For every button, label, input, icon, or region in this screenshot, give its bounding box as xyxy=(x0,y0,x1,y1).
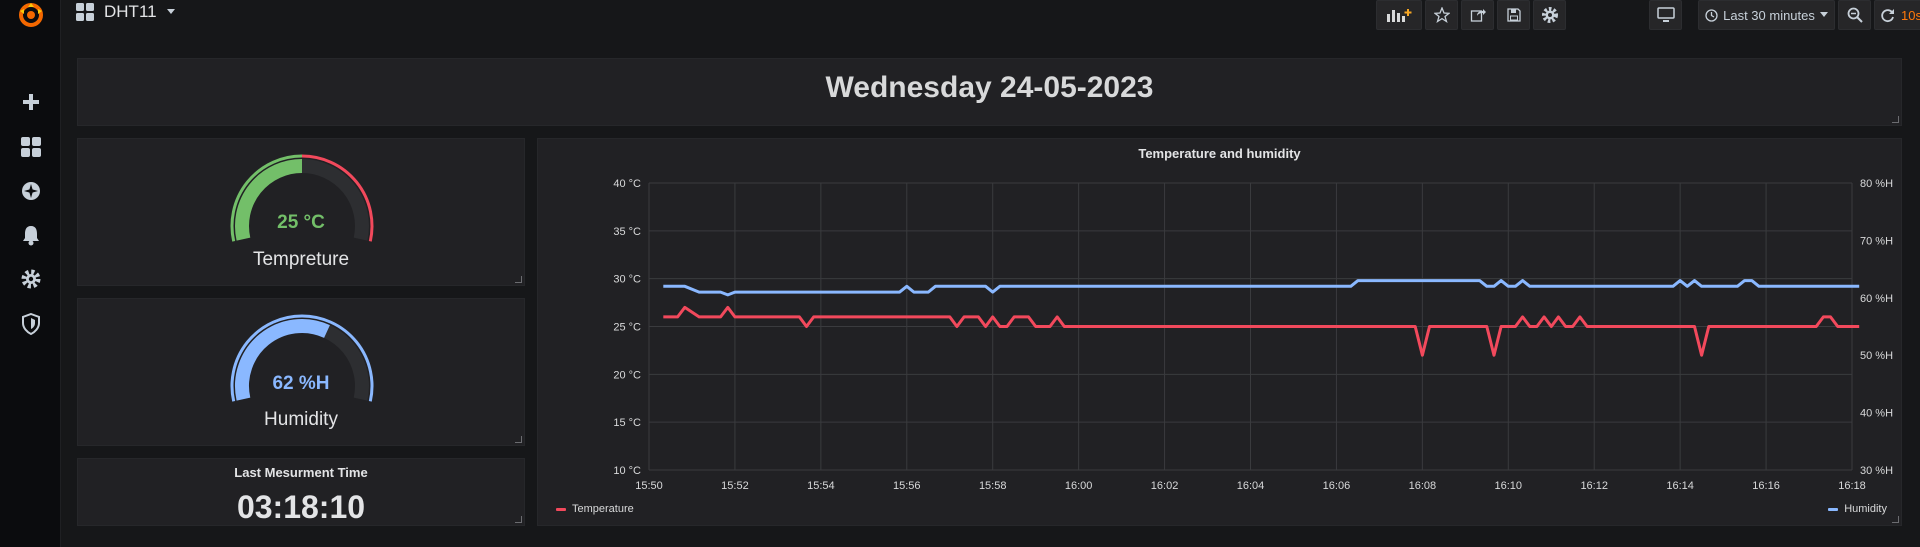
gauge-fill xyxy=(235,319,330,401)
temperature-gauge xyxy=(230,154,374,242)
caret-down-icon xyxy=(1819,12,1828,17)
chart-axes: 10 °C 15 °C 20 °C 25 °C 30 °C 35 °C 40 °C 30 %H… xyxy=(613,178,1893,492)
humidity-gauge-panel: 62 %H Humidity xyxy=(77,298,525,446)
y-left-tick-label: 40 °C xyxy=(613,178,641,190)
panel-title: Last Mesurment Time xyxy=(234,465,368,480)
series-line-temperature xyxy=(663,305,1860,357)
temperature-humidity-chart-panel: Temperature and humidity 10 °C 15 °C 20 °C… xyxy=(537,138,1902,526)
humidity-value: 62 %H xyxy=(272,373,330,394)
share-icon xyxy=(1470,9,1486,22)
x-tick-label: 15:58 xyxy=(979,480,1007,492)
time-range-picker[interactable]: Last 30 minutes xyxy=(1698,0,1835,30)
panel-resize-handle[interactable] xyxy=(1892,516,1899,523)
legend-swatch-temperature xyxy=(556,507,566,511)
chart-series xyxy=(663,279,1860,357)
explore-icon[interactable] xyxy=(18,178,44,204)
humidity-gauge xyxy=(230,314,374,402)
x-tick-label: 16:16 xyxy=(1752,480,1780,492)
zoom-out-button[interactable] xyxy=(1838,0,1871,30)
date-panel: Wednesday 24-05-2023 xyxy=(77,58,1902,126)
y-right-tick-label: 30 %H xyxy=(1860,465,1893,477)
y-right-tick-label: 60 %H xyxy=(1860,293,1893,305)
x-tick-label: 16:12 xyxy=(1580,480,1608,492)
x-tick-label: 15:56 xyxy=(893,480,921,492)
last-measurement-panel: Last Mesurment Time 03:18:10 xyxy=(77,458,525,526)
y-left-tick-label: 15 °C xyxy=(613,417,641,429)
x-tick-label: 16:00 xyxy=(1065,480,1093,492)
refresh-interval: 10s xyxy=(1901,7,1920,23)
plus-icon[interactable] xyxy=(18,89,44,115)
settings-icon xyxy=(1541,7,1558,23)
series-line-humidity xyxy=(663,279,1860,297)
y-right-tick-label: 50 %H xyxy=(1860,350,1893,362)
tv-mode-icon xyxy=(1656,7,1675,22)
chart-title: Temperature and humidity xyxy=(1138,146,1301,161)
gear-icon[interactable] xyxy=(18,266,44,292)
legend-label-humidity: Humidity xyxy=(1844,503,1887,515)
panel-resize-handle[interactable] xyxy=(515,436,522,443)
x-tick-label: 16:08 xyxy=(1409,480,1437,492)
star-icon xyxy=(1433,7,1450,23)
dashboards-icon[interactable] xyxy=(18,134,44,160)
caret-down-icon xyxy=(166,9,175,14)
refresh-icon xyxy=(1881,8,1895,22)
clock-icon xyxy=(1705,8,1718,22)
legend-label-temperature: Temperature xyxy=(572,503,634,515)
time-range-label: Last 30 minutes xyxy=(1723,7,1815,23)
tv-mode-button[interactable] xyxy=(1649,0,1682,30)
y-left-tick-label: 20 °C xyxy=(613,369,641,381)
settings-button[interactable] xyxy=(1533,0,1566,30)
star-button[interactable] xyxy=(1425,0,1458,30)
save-icon xyxy=(1506,8,1521,22)
y-right-tick-label: 70 %H xyxy=(1860,235,1893,247)
dashboard-picker[interactable]: DHT11 xyxy=(76,2,175,22)
shield-icon[interactable] xyxy=(18,311,44,337)
x-tick-label: 15:52 xyxy=(721,480,749,492)
gauge-fill xyxy=(235,159,303,241)
grafana-logo[interactable] xyxy=(15,1,47,29)
legend-swatch-humidity xyxy=(1828,507,1839,511)
temperature-humidity-chart[interactable]: 10 °C 15 °C 20 °C 25 °C 30 °C 35 °C 40 °C 30 %H… xyxy=(538,139,1903,527)
refresh-button[interactable]: 10s xyxy=(1874,0,1920,30)
add-panel-button[interactable] xyxy=(1376,0,1422,30)
gauge-threshold xyxy=(230,314,374,402)
bell-icon[interactable] xyxy=(18,222,44,248)
sidebar xyxy=(0,0,61,547)
last-measurement-time: 03:18:10 xyxy=(236,489,366,525)
temperature-gauge-panel: 25 °C Tempreture xyxy=(77,138,525,286)
gauge-threshold-ok xyxy=(230,154,303,242)
humidity-label: Humidity xyxy=(264,409,338,430)
panel-resize-handle[interactable] xyxy=(1892,116,1899,123)
share-button[interactable] xyxy=(1461,0,1494,30)
temperature-value: 25 °C xyxy=(277,212,325,233)
top-navbar: DHT11 Last 30 minutes 10s xyxy=(60,0,1920,40)
y-right-tick-label: 40 %H xyxy=(1860,408,1893,420)
zoom-out-icon xyxy=(1847,7,1863,23)
y-left-tick-label: 10 °C xyxy=(613,465,641,477)
x-tick-label: 15:50 xyxy=(635,480,663,492)
x-tick-label: 16:10 xyxy=(1495,480,1523,492)
x-tick-label: 15:54 xyxy=(807,480,835,492)
x-tick-label: 16:18 xyxy=(1838,480,1866,492)
legend-temperature[interactable]: Temperature xyxy=(556,503,634,515)
x-tick-label: 16:02 xyxy=(1151,480,1179,492)
y-left-tick-label: 25 °C xyxy=(613,322,641,334)
dashboards-icon xyxy=(76,3,94,21)
x-tick-label: 16:06 xyxy=(1323,480,1351,492)
y-left-tick-label: 35 °C xyxy=(613,226,641,238)
y-left-tick-label: 30 °C xyxy=(613,274,641,286)
x-tick-label: 16:14 xyxy=(1666,480,1694,492)
date-text: Wednesday 24-05-2023 xyxy=(825,71,1154,104)
x-tick-label: 16:04 xyxy=(1237,480,1265,492)
add-panel-icon xyxy=(1387,9,1412,22)
dashboard-title: DHT11 xyxy=(104,2,157,21)
gauge-threshold-high xyxy=(301,154,374,242)
save-button[interactable] xyxy=(1497,0,1530,30)
panel-resize-handle[interactable] xyxy=(515,276,522,283)
temperature-label: Tempreture xyxy=(252,249,350,270)
panel-resize-handle[interactable] xyxy=(515,516,522,523)
y-right-tick-label: 80 %H xyxy=(1860,178,1893,190)
legend-humidity[interactable]: Humidity xyxy=(1828,503,1887,515)
